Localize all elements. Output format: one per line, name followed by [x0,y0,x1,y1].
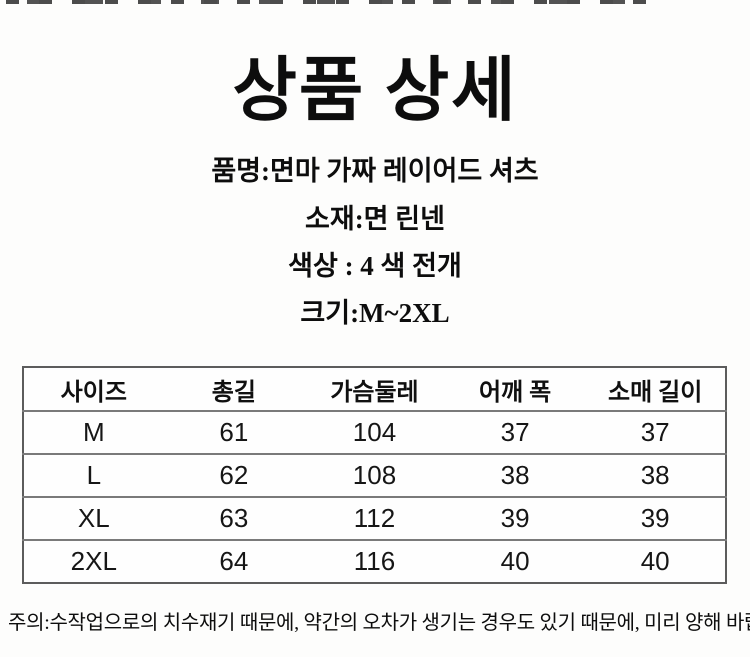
cell-chest: 104 [352,417,397,447]
cell-sleeve-length: 37 [640,417,670,447]
clipped-text-fragments-strip [6,0,658,4]
table-row: XL 63 112 39 39 [23,497,726,540]
size-range-line: 크기:M~2XL [300,298,450,328]
cell-total-length: 61 [219,417,249,447]
cell-shoulder-width: 37 [500,417,530,447]
cell-size: XL [77,503,110,533]
cell-total-length: 63 [219,503,249,533]
product-name-line: 품명:면마 가짜 레이어드 셔츠 [211,156,539,186]
header-sleeve-length: 소매 길이 [608,379,703,406]
size-chart-table: 사이즈 총길 가슴둘레 어깨 폭 소매 길이 M 61 104 37 37 L … [22,366,727,584]
color-line: 색상 : 4 색 전개 [288,251,462,281]
cell-shoulder-width: 38 [500,460,530,490]
cell-chest: 116 [353,546,396,576]
cell-chest: 112 [353,503,396,533]
cell-shoulder-width: 39 [500,503,530,533]
cell-sleeve-length: 40 [640,546,670,576]
header-shoulder-width: 어깨 폭 [478,379,552,406]
cell-size: L [86,460,102,490]
cell-shoulder-width: 40 [500,546,530,576]
cell-total-length: 62 [219,460,249,490]
material-line: 소재:면 린넨 [305,204,445,234]
cell-sleeve-length: 39 [640,503,670,533]
cell-chest: 108 [352,460,397,490]
cell-size: M [82,417,105,447]
table-row: L 62 108 38 38 [23,454,726,497]
header-size: 사이즈 [60,379,127,406]
header-total-length: 총길 [211,379,256,406]
cell-size: 2XL [70,546,117,576]
header-chest: 가슴둘레 [330,379,419,406]
note-text: 주의:수작업으로의 치수재기 때문에, 약간의 오차가 생기는 경우도 있기 때… [8,612,750,634]
table-row: 2XL 64 116 40 40 [23,540,726,583]
table-row: M 61 104 37 37 [23,411,726,454]
cell-total-length: 64 [219,546,249,576]
page-title: 상품 상세 [232,53,518,130]
table-header-row: 사이즈 총길 가슴둘레 어깨 폭 소매 길이 [23,367,726,411]
cell-sleeve-length: 38 [640,460,670,490]
